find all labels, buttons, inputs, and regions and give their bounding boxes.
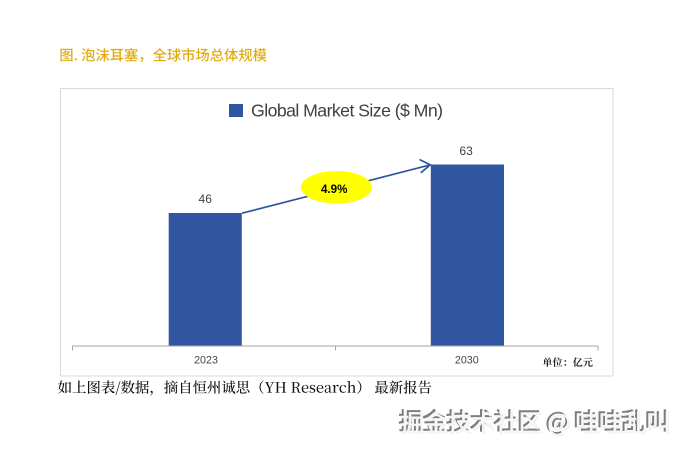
svg-text:2030: 2030 xyxy=(455,355,479,367)
svg-text:2023: 2023 xyxy=(194,355,218,367)
svg-text:63: 63 xyxy=(459,144,473,158)
svg-text:4.9%: 4.9% xyxy=(321,183,347,196)
svg-text:Global Market Size ($ Mn): Global Market Size ($ Mn) xyxy=(251,101,443,121)
svg-text:46: 46 xyxy=(199,192,213,206)
